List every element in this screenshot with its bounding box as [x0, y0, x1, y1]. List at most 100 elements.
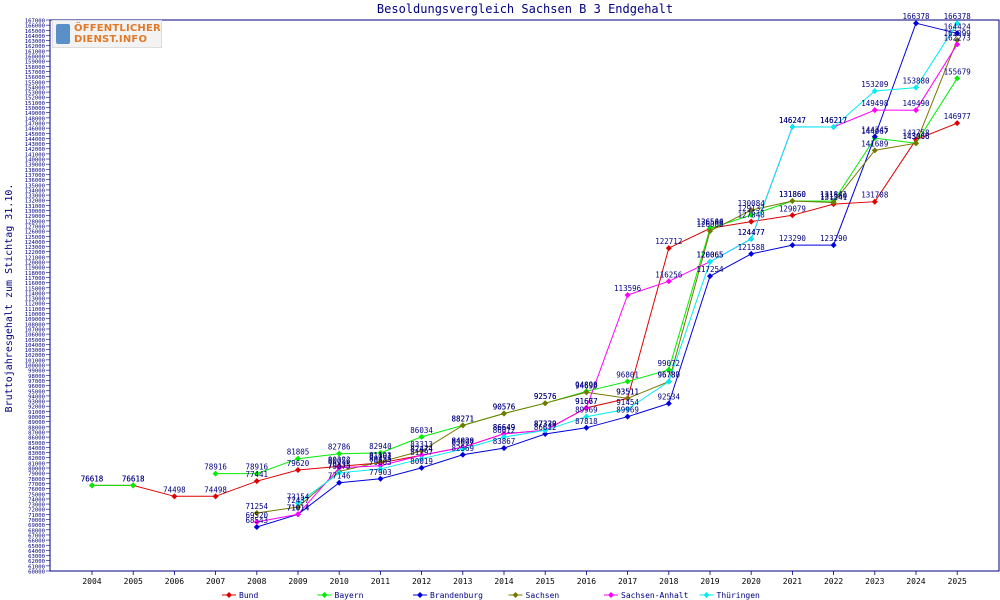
data-label-bund: 74498 [163, 485, 186, 494]
y-tick-label: 86000 [28, 436, 45, 442]
data-label-bayern: 144067 [861, 127, 888, 136]
data-label-bayern: 92576 [534, 392, 557, 401]
data-point-th-ringen [336, 469, 343, 476]
y-tick-label: 127000 [25, 224, 45, 230]
x-tick-label: 2004 [82, 577, 101, 586]
data-point-bayern [336, 450, 343, 457]
y-tick-label: 93000 [28, 400, 45, 406]
y-tick-label: 109000 [25, 317, 45, 323]
y-tick-label: 88000 [28, 425, 45, 431]
y-tick-label: 153000 [25, 91, 45, 97]
y-tick-label: 167000 [25, 19, 45, 25]
data-point-sachsen [830, 199, 837, 206]
data-label-brandenburg: 164424 [944, 22, 972, 31]
data-label-bund: 74498 [204, 485, 227, 494]
x-tick-label: 2018 [659, 577, 678, 586]
series-line-bund [92, 122, 958, 497]
y-tick-label: 96000 [28, 384, 45, 390]
data-point-sachsen [624, 395, 631, 402]
y-tick-label: 156000 [25, 75, 45, 81]
data-label-bund: 143758 [902, 129, 930, 138]
data-label-bayern: 131841 [820, 190, 847, 199]
data-point-brandenburg [377, 475, 384, 482]
data-label-bayern: 143066 [902, 132, 930, 141]
y-tick-label: 63000 [28, 554, 45, 560]
data-point-sachsen [871, 147, 878, 154]
data-point-th-ringen [789, 123, 796, 130]
x-tick-label: 2022 [824, 577, 843, 586]
data-label-bund: 129079 [779, 204, 806, 213]
y-tick-label: 154000 [25, 85, 45, 91]
y-tick-label: 75000 [28, 492, 45, 498]
data-label-th-ringen: 96787 [658, 371, 681, 380]
y-tick-label: 140000 [25, 158, 45, 164]
data-point-th-ringen [418, 455, 425, 462]
y-tick-label: 118000 [25, 271, 45, 277]
data-label-bund: 82474 [410, 444, 433, 453]
y-tick-label: 83000 [28, 451, 45, 457]
data-point-sachsen [748, 207, 755, 214]
data-point-sachsen [501, 410, 507, 417]
legend-marker-sachsen [512, 592, 519, 598]
data-label-bayern: 99072 [658, 359, 681, 368]
data-point-sachsen-anhalt [418, 452, 425, 459]
data-label-bayern: 86034 [410, 426, 433, 435]
y-tick-label: 162000 [25, 44, 45, 50]
x-tick-label: 2007 [206, 577, 225, 586]
data-point-th-ringen [501, 434, 507, 441]
data-label-brandenburg: 77146 [328, 472, 351, 481]
data-label-sachsen: 163099 [944, 29, 971, 38]
data-point-sachsen [377, 458, 384, 465]
y-tick-label: 152000 [25, 96, 45, 102]
y-tick-label: 144000 [25, 137, 45, 143]
data-label-bund: 126540 [696, 217, 724, 226]
data-point-sachsen-anhalt [583, 404, 590, 411]
data-point-bund [665, 245, 672, 252]
data-label-bund: 131241 [820, 193, 847, 202]
data-label-sachsen-anhalt: 162273 [944, 33, 971, 42]
data-label-bayern: 82940 [369, 442, 392, 451]
y-tick-label: 141000 [25, 152, 45, 158]
data-label-bund: 131708 [861, 191, 889, 200]
y-tick-label: 77000 [28, 482, 45, 488]
data-point-bayern [253, 470, 260, 477]
y-tick-label: 85000 [28, 441, 45, 447]
data-label-sachsen-anhalt: 146217 [820, 116, 847, 125]
data-point-bayern [954, 75, 961, 82]
data-label-th-ringen: 89969 [575, 406, 598, 415]
data-point-sachsen [583, 389, 590, 396]
y-tick-label: 106000 [25, 333, 45, 339]
data-label-bayern: 96801 [616, 370, 639, 379]
y-tick-label: 100000 [25, 364, 45, 370]
y-tick-label: 155000 [25, 80, 45, 86]
y-tick-label: 115000 [25, 286, 45, 292]
y-tick-label: 90000 [28, 415, 45, 421]
y-tick-label: 151000 [25, 101, 45, 107]
y-tick-label: 105000 [25, 338, 45, 344]
y-tick-label: 64000 [28, 549, 45, 555]
x-tick-label: 2016 [577, 577, 596, 586]
y-tick-label: 165000 [25, 29, 45, 35]
x-tick-label: 2023 [865, 577, 884, 586]
y-tick-label: 101000 [25, 358, 45, 364]
y-tick-label: 87000 [28, 430, 45, 436]
legend-label-sachsen: Sachsen [526, 591, 560, 600]
data-label-sachsen: 83313 [410, 440, 433, 449]
y-tick-label: 134000 [25, 188, 45, 194]
x-tick-label: 2025 [948, 577, 967, 586]
data-point-bund [871, 198, 878, 205]
data-label-th-ringen: 166378 [944, 12, 972, 21]
y-tick-label: 117000 [25, 276, 45, 282]
y-tick-label: 111000 [25, 307, 45, 313]
y-tick-label: 114000 [25, 291, 45, 297]
y-tick-label: 158000 [25, 65, 45, 71]
x-tick-label: 2010 [330, 577, 349, 586]
data-point-bund [748, 218, 755, 225]
legend-marker-bayern [321, 592, 328, 598]
data-point-brandenburg [789, 242, 796, 249]
data-label-sachsen-anhalt: 69520 [246, 511, 269, 520]
data-point-th-ringen [459, 445, 466, 452]
data-label-sachsen: 90576 [493, 403, 516, 412]
data-point-th-ringen [665, 378, 672, 385]
